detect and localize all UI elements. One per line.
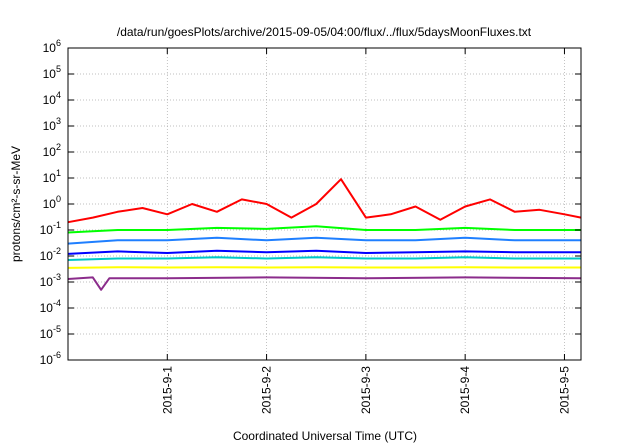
chart-title: /data/run/goesPlots/archive/2015-09-05/0… <box>117 25 532 39</box>
series-line <box>67 178 582 224</box>
series-line <box>67 225 581 234</box>
y-tick-label: 10-6 <box>40 350 61 367</box>
y-tick-label: 105 <box>43 64 61 81</box>
y-tick-label: 104 <box>43 90 61 107</box>
x-tick-label: 2015-9-2 <box>260 366 274 414</box>
y-tick-label: 101 <box>43 168 61 185</box>
x-axis-ticks: 2015-9-1 2015-9-2 2015-9-3 2015-9-4 2015-9-5 <box>160 48 571 414</box>
y-tick-label: 10-2 <box>40 246 61 263</box>
series-lines <box>67 178 582 291</box>
y-tick-label: 10-5 <box>40 324 61 341</box>
x-tick-label: 2015-9-5 <box>557 366 571 414</box>
y-tick-label: 103 <box>43 116 61 133</box>
series-line <box>67 236 581 245</box>
series-line <box>67 266 581 269</box>
y-axis-title: protons/cm²-s-sr-MeV <box>9 146 23 262</box>
y-axis-ticks: 10-6 10-5 10-4 10-3 10-2 10-1 100 101 102 103 104 1… <box>40 38 581 367</box>
y-tick-label: 100 <box>43 194 61 211</box>
series-line <box>67 256 581 261</box>
plot-frame <box>67 47 582 361</box>
x-tick-label: 2015-9-1 <box>160 366 174 414</box>
y-tick-label: 106 <box>43 38 61 55</box>
y-tick-label: 10-4 <box>40 298 61 315</box>
y-tick-label: 10-3 <box>40 272 61 289</box>
series-line <box>67 249 581 255</box>
y-tick-label: 10-1 <box>40 220 61 237</box>
grid-lines <box>68 48 581 360</box>
y-tick-label: 102 <box>43 142 61 159</box>
x-axis-title: Coordinated Universal Time (UTC) <box>233 429 417 443</box>
series-line <box>67 276 582 291</box>
x-tick-label: 2015-9-4 <box>458 366 472 414</box>
x-tick-label: 2015-9-3 <box>359 366 373 414</box>
